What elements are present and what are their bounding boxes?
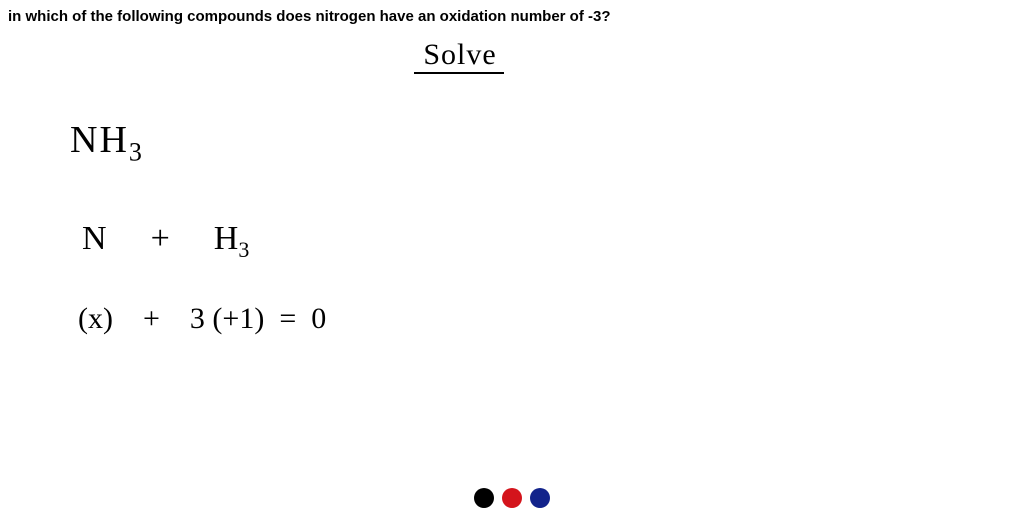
eq-plus: + [143,302,160,335]
color-palette [474,488,550,508]
eq-lparen2: ( [212,302,222,335]
split-line: N + H3 [82,220,249,263]
eq-hox: +1 [222,302,254,335]
eq-lparen: ( [78,302,88,335]
symbol-n: N [70,119,99,161]
symbol-h: H [99,119,128,161]
color-swatch-red[interactable] [502,488,522,508]
solve-heading: Solve [412,38,508,78]
split-sub: 3 [238,237,249,262]
eq-coef: 3 [190,302,205,335]
eq-rparen2: ) [254,302,264,335]
eq-rparen: ) [103,302,113,335]
color-swatch-blue[interactable] [530,488,550,508]
eq-x: x [88,302,103,335]
solve-label: Solve [423,38,496,71]
compound-formula: NH3 [70,118,144,168]
equation-line: (x)+3 (+1) = 0 [78,302,326,336]
split-plus: + [151,220,170,257]
eq-equals: = [279,302,296,335]
split-n: N [82,220,107,257]
color-swatch-black[interactable] [474,488,494,508]
split-h: H [214,220,239,257]
eq-zero: 0 [311,302,326,335]
subscript-3: 3 [129,138,144,167]
question-text: in which of the following compounds does… [8,8,611,25]
solve-underline [412,70,508,78]
